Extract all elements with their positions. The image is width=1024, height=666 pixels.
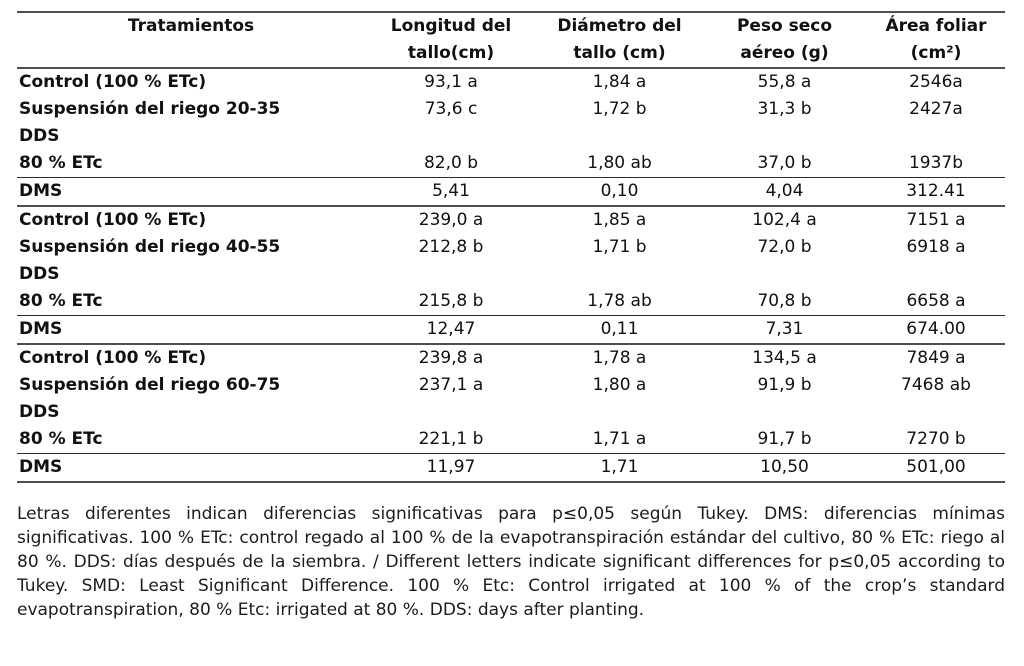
treatment-label: 80 % ETc bbox=[17, 288, 365, 316]
value-longitud: 237,1 a bbox=[418, 375, 484, 395]
value-peso: 91,7 b bbox=[702, 426, 867, 454]
value-area: 7270 b bbox=[867, 426, 1005, 454]
value-longitud: 215,8 b bbox=[365, 288, 537, 316]
treatment-label: Suspensión del riego 40-55 DDS bbox=[19, 237, 281, 284]
dms-longitud: 5,41 bbox=[365, 177, 537, 207]
table-row: Suspensión del riego 20-35 DDS 73,6 c 1,… bbox=[17, 96, 1005, 150]
value-diametro: 1,84 a bbox=[592, 72, 647, 92]
results-table: Tratamientos Longitud del tallo(cm) Diám… bbox=[17, 11, 1005, 483]
value-area: 7849 a bbox=[906, 348, 966, 368]
header-peso-seco: Peso seco aéreo (g) bbox=[702, 11, 867, 69]
dms-diametro: 0,11 bbox=[537, 315, 702, 345]
dms-row: DMS 5,41 0,10 4,04 312.41 bbox=[17, 177, 1005, 207]
dms-label: DMS bbox=[17, 177, 365, 207]
value-diametro: 1,72 b bbox=[592, 99, 647, 119]
value-peso: 134,5 a bbox=[752, 348, 817, 368]
header-diametro-tallo: Diámetro del tallo (cm) bbox=[537, 11, 702, 69]
table-row: Control (100 % ETc) 239,0 a 1,85 a 102,4… bbox=[17, 206, 1005, 234]
value-longitud: 239,0 a bbox=[418, 210, 484, 230]
dms-peso: 4,04 bbox=[702, 177, 867, 207]
value-longitud: 82,0 b bbox=[365, 150, 537, 178]
value-area: 1937b bbox=[867, 150, 1005, 178]
block-40-55-dds: Control (100 % ETc) 239,0 a 1,85 a 102,4… bbox=[17, 206, 1005, 345]
value-peso: 91,9 b bbox=[757, 375, 812, 395]
value-longitud: 212,8 b bbox=[418, 237, 484, 257]
dms-longitud: 12,47 bbox=[365, 315, 537, 345]
value-longitud: 239,8 a bbox=[418, 348, 484, 368]
dms-area: 674.00 bbox=[867, 315, 1005, 345]
value-diametro: 1,85 a bbox=[592, 210, 647, 230]
block-20-35-dds: Control (100 % ETc) 93,1 a 1,84 a 55,8 a… bbox=[17, 68, 1005, 207]
value-area: 7151 a bbox=[906, 210, 966, 230]
table-row: 80 % ETc 221,1 b 1,71 a 91,7 b 7270 b bbox=[17, 426, 1005, 454]
value-diametro: 1,71 a bbox=[537, 426, 702, 454]
dms-label: DMS bbox=[17, 315, 365, 345]
value-area: 6918 a bbox=[906, 237, 966, 257]
dms-label: DMS bbox=[17, 453, 365, 483]
value-peso: 37,0 b bbox=[702, 150, 867, 178]
value-diametro: 1,78 ab bbox=[537, 288, 702, 316]
table-row: Control (100 % ETc) 239,8 a 1,78 a 134,5… bbox=[17, 344, 1005, 372]
value-area: 2427a bbox=[909, 99, 963, 119]
table-row: Suspensión del riego 60-75 DDS 237,1 a 1… bbox=[17, 372, 1005, 426]
treatment-label: Suspensión del riego 60-75 DDS bbox=[19, 375, 281, 422]
table-row: Suspensión del riego 40-55 DDS 212,8 b 1… bbox=[17, 234, 1005, 288]
value-peso: 102,4 a bbox=[752, 210, 817, 230]
header-tratamientos: Tratamientos bbox=[17, 11, 365, 69]
value-peso: 31,3 b bbox=[757, 99, 812, 119]
table-footnote: Letras diferentes indican diferencias si… bbox=[17, 504, 1005, 620]
value-peso: 70,8 b bbox=[702, 288, 867, 316]
value-diametro: 1,71 b bbox=[592, 237, 647, 257]
treatment-label: Suspensión del riego 20-35 DDS bbox=[19, 99, 281, 146]
value-longitud: 221,1 b bbox=[365, 426, 537, 454]
table-row: 80 % ETc 82,0 b 1,80 ab 37,0 b 1937b bbox=[17, 150, 1005, 178]
table-row: 80 % ETc 215,8 b 1,78 ab 70,8 b 6658 a bbox=[17, 288, 1005, 316]
dms-peso: 10,50 bbox=[702, 453, 867, 483]
table-header: Tratamientos Longitud del tallo(cm) Diám… bbox=[17, 11, 1005, 69]
dms-row: DMS 12,47 0,11 7,31 674.00 bbox=[17, 315, 1005, 345]
value-longitud: 73,6 c bbox=[424, 99, 478, 119]
dms-row: DMS 11,97 1,71 10,50 501,00 bbox=[17, 453, 1005, 483]
value-diametro: 1,80 ab bbox=[537, 150, 702, 178]
value-diametro: 1,78 a bbox=[592, 348, 647, 368]
header-longitud-tallo: Longitud del tallo(cm) bbox=[365, 11, 537, 69]
value-diametro: 1,80 a bbox=[592, 375, 647, 395]
value-area: 6658 a bbox=[867, 288, 1005, 316]
value-area: 7468 ab bbox=[901, 375, 971, 395]
value-area: 2546a bbox=[909, 72, 963, 92]
header-area-foliar: Área foliar (cm²) bbox=[867, 11, 1005, 69]
value-peso: 55,8 a bbox=[757, 72, 812, 92]
table-row: Control (100 % ETc) 93,1 a 1,84 a 55,8 a… bbox=[17, 68, 1005, 96]
treatment-label: 80 % ETc bbox=[17, 426, 365, 454]
dms-area: 312.41 bbox=[867, 177, 1005, 207]
treatment-label: Control (100 % ETc) bbox=[19, 348, 207, 368]
header-row: Tratamientos Longitud del tallo(cm) Diám… bbox=[17, 11, 1005, 69]
treatment-label: Control (100 % ETc) bbox=[19, 210, 207, 230]
treatment-label: Control (100 % ETc) bbox=[19, 72, 207, 92]
block-60-75-dds: Control (100 % ETc) 239,8 a 1,78 a 134,5… bbox=[17, 344, 1005, 483]
value-peso: 72,0 b bbox=[757, 237, 812, 257]
dms-peso: 7,31 bbox=[702, 315, 867, 345]
treatment-label: 80 % ETc bbox=[17, 150, 365, 178]
dms-area: 501,00 bbox=[867, 453, 1005, 483]
dms-longitud: 11,97 bbox=[365, 453, 537, 483]
dms-diametro: 1,71 bbox=[537, 453, 702, 483]
value-longitud: 93,1 a bbox=[424, 72, 478, 92]
dms-diametro: 0,10 bbox=[537, 177, 702, 207]
